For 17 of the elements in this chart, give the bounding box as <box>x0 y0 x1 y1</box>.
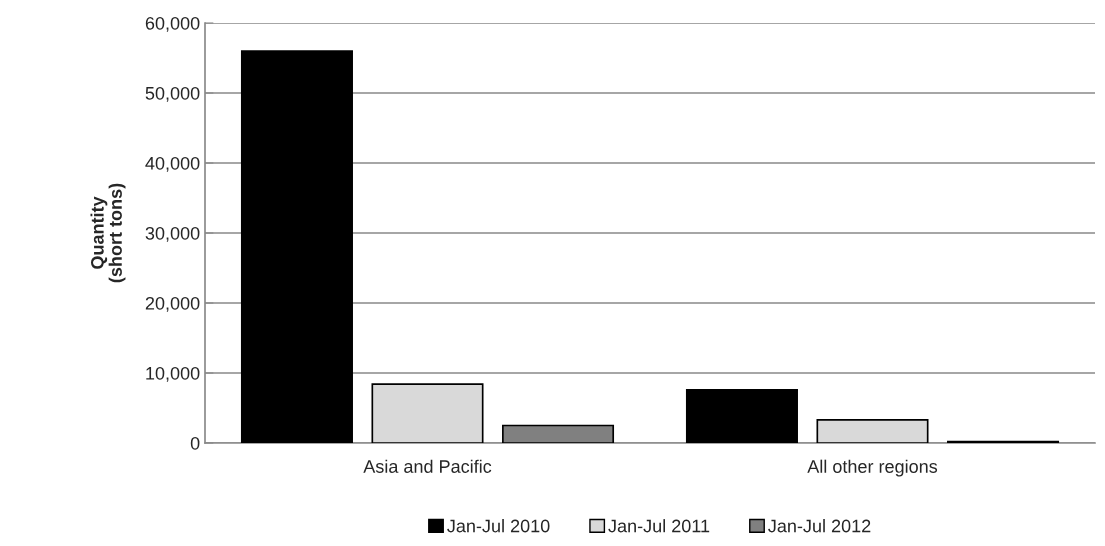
y-tick-label: 0 <box>190 436 200 450</box>
y-tick-label: 40,000 <box>145 156 200 172</box>
y-tick-label: 20,000 <box>145 296 200 312</box>
bar <box>240 50 353 443</box>
y-tick-label: 50,000 <box>145 86 200 102</box>
legend-label: Jan-Jul 2010 <box>447 519 550 533</box>
bar <box>685 388 798 443</box>
bar <box>371 383 484 443</box>
legend-label: Jan-Jul 2012 <box>768 519 871 533</box>
y-tick-label: 10,000 <box>146 366 200 382</box>
y-axis-title: Quantity (short tons) <box>90 183 126 283</box>
y-tick-label: 60,000 <box>145 16 200 32</box>
y-tick-label: 30,000 <box>145 226 200 242</box>
bar <box>816 419 929 443</box>
x-tick-label: All other regions <box>807 459 938 477</box>
legend-label: Jan-Jul 2011 <box>608 519 710 533</box>
x-tick-label: Asia and Pacific <box>363 459 492 473</box>
